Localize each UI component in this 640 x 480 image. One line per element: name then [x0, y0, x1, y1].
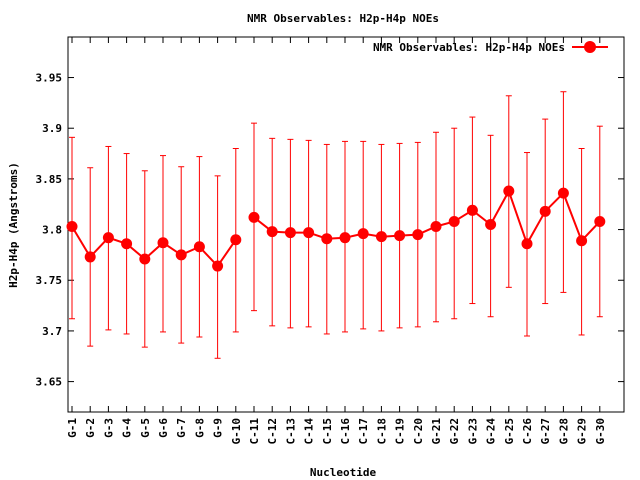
chart-title: NMR Observables: H2p-H4p NOEs — [247, 12, 439, 25]
data-point — [321, 233, 333, 245]
x-tick-label: G-25 — [503, 418, 516, 445]
x-tick-label: G-2 — [84, 418, 97, 438]
data-point — [139, 253, 151, 265]
x-tick-label: G-29 — [576, 418, 589, 445]
data-point — [157, 237, 169, 249]
x-tick-label: G-10 — [230, 418, 243, 445]
y-axis-label: H2p-H4p (Angstroms) — [7, 162, 20, 288]
series-points — [66, 185, 606, 272]
x-tick-label: G-21 — [430, 418, 443, 445]
y-axis: 3.65 3.7 3.75 3.8 3.85 3.9 3.95 — [36, 72, 624, 389]
data-point — [121, 238, 133, 250]
x-tick-label: C-18 — [375, 418, 388, 445]
data-point — [594, 215, 606, 227]
data-point — [557, 187, 569, 199]
data-point — [230, 234, 242, 246]
y-tick-label: 3.9 — [42, 122, 62, 135]
x-tick-label: G-6 — [157, 418, 170, 438]
x-tick-label: C-14 — [303, 418, 316, 445]
data-point — [357, 228, 369, 240]
data-point — [102, 232, 114, 244]
x-tick-label: G-3 — [102, 418, 115, 438]
data-point — [430, 221, 442, 233]
y-tick-label: 3.85 — [36, 173, 63, 186]
x-tick-label: G-23 — [466, 418, 479, 445]
series-lines — [71, 188, 601, 268]
x-tick-label: G-28 — [557, 418, 570, 445]
plot-frame — [67, 36, 625, 413]
x-axis-label: Nucleotide — [310, 466, 377, 479]
y-tick-label: 3.75 — [36, 274, 63, 287]
x-tick-label: C-12 — [266, 418, 279, 445]
data-point — [66, 221, 78, 233]
data-point — [193, 241, 205, 253]
data-point — [266, 226, 278, 238]
x-tick-label: C-26 — [521, 418, 534, 445]
data-point — [339, 232, 351, 244]
series-line — [71, 225, 237, 268]
data-point — [248, 211, 260, 223]
x-tick-label: G-27 — [539, 418, 552, 445]
y-tick-label: 3.65 — [36, 376, 63, 389]
data-point — [503, 185, 515, 197]
x-tick-label: C-11 — [248, 418, 261, 445]
data-point — [466, 204, 478, 216]
legend-label: NMR Observables: H2p-H4p NOEs — [373, 41, 565, 54]
legend: NMR Observables: H2p-H4p NOEs — [373, 41, 608, 54]
x-tick-label: G-1 — [66, 418, 79, 438]
data-point — [284, 227, 296, 239]
x-tick-label: C-15 — [321, 418, 334, 445]
data-point — [394, 230, 406, 242]
x-tick-label: G-24 — [485, 418, 498, 445]
legend-marker — [584, 41, 596, 53]
x-tick-label: C-13 — [284, 418, 297, 445]
x-tick-label: G-9 — [212, 418, 225, 438]
x-tick-label: G-22 — [448, 418, 461, 445]
x-tick-label: C-20 — [412, 418, 425, 445]
x-tick-label: G-5 — [139, 418, 152, 438]
data-point — [84, 251, 96, 263]
data-point — [212, 260, 224, 272]
x-tick-label: C-17 — [357, 418, 370, 445]
y-tick-label: 3.7 — [42, 325, 62, 338]
x-tick-label: C-16 — [339, 418, 352, 445]
y-tick-label: 3.95 — [36, 72, 63, 85]
y-tick-label: 3.8 — [42, 224, 62, 237]
x-tick-label: G-8 — [193, 418, 206, 438]
data-point — [576, 235, 588, 247]
x-axis: G-1 G-2 G-3 G-4 G-5 G-6 G-7 G-8 G-9 G-10 C-11 C-12 C… — [66, 37, 607, 445]
data-point — [448, 215, 460, 227]
x-tick-label: C-19 — [394, 418, 407, 445]
data-point — [539, 205, 551, 217]
data-point — [175, 249, 187, 261]
data-point — [412, 229, 424, 241]
error-bars — [69, 91, 603, 359]
data-point — [375, 231, 387, 243]
data-point — [303, 227, 315, 239]
data-point — [521, 238, 533, 250]
data-point — [485, 219, 497, 230]
x-tick-label: G-30 — [594, 418, 607, 445]
x-tick-label: G-4 — [121, 418, 134, 438]
x-tick-label: G-7 — [175, 418, 188, 438]
